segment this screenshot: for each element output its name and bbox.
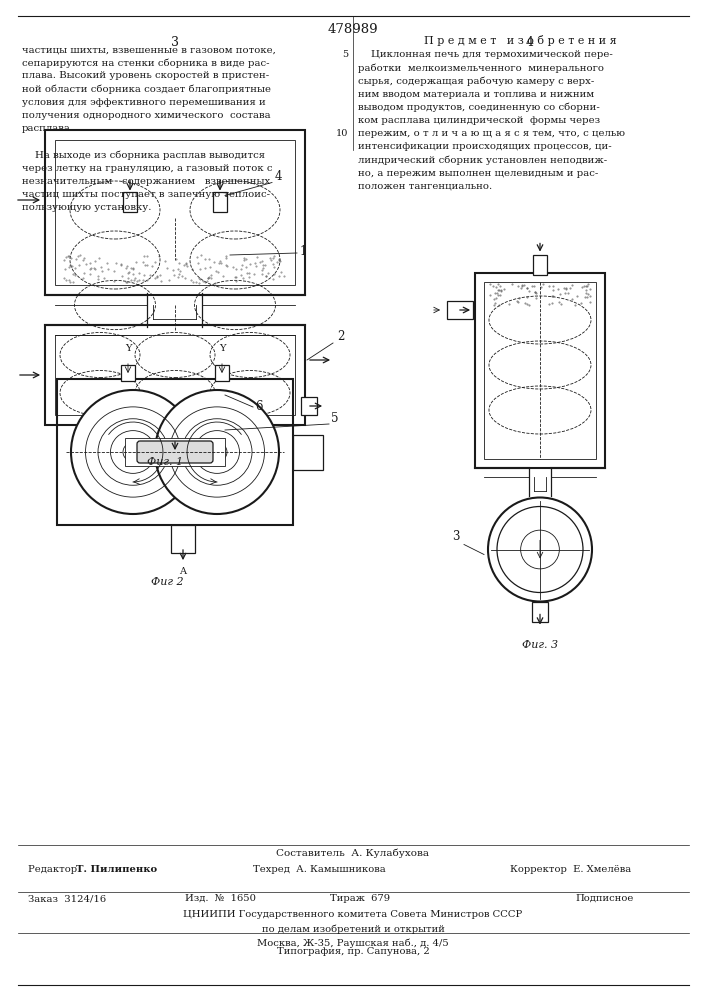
Text: условия для эффективного перемешивания и: условия для эффективного перемешивания и [22,98,266,107]
Bar [213,192,227,212]
Bar [293,434,323,470]
Text: 5: 5 [331,412,339,425]
Text: положен тангенциально.: положен тангенциально. [358,182,492,191]
Text: сепарируются на стенки сборника в виде рас-: сепарируются на стенки сборника в виде р… [22,58,269,68]
Text: Фиг 2: Фиг 2 [151,577,183,587]
Text: 478989: 478989 [327,23,378,36]
Bar [55,335,295,415]
Bar [171,525,195,553]
Text: Редактор: Редактор [28,865,81,874]
Bar [121,365,135,381]
Text: незначительным   содержанием   взвешенных: незначительным содержанием взвешенных [22,177,270,186]
Bar [57,379,293,525]
Ellipse shape [71,390,195,514]
Bar [45,130,305,295]
Text: 10: 10 [336,129,348,138]
Text: но, а пережим выполнен щелевидным и рас-: но, а пережим выполнен щелевидным и рас- [358,169,598,178]
Text: Циклонная печь для термохимической пере-: Циклонная печь для термохимической пере- [358,50,613,59]
Text: плава. Высокий уровень скоростей в пристен-: плава. Высокий уровень скоростей в прист… [22,71,269,80]
FancyBboxPatch shape [137,441,213,463]
Text: линдрический сборник установлен неподвиж-: линдрический сборник установлен неподвиж… [358,156,607,165]
Bar [532,601,548,621]
Text: пережим, о т л и ч а ю щ а я с я тем, что, с целью: пережим, о т л и ч а ю щ а я с я тем, чт… [358,129,625,138]
Text: 6: 6 [255,400,262,413]
Ellipse shape [155,390,279,514]
Text: через летку на грануляцию, а газовый поток с: через летку на грануляцию, а газовый пот… [22,164,272,173]
Text: 2: 2 [337,330,344,343]
Text: П р е д м е т   и з о б р е т е н и я: П р е д м е т и з о б р е т е н и я [423,35,617,46]
Text: 3: 3 [171,36,179,49]
Text: ной области сборника создает благоприятные: ной области сборника создает благоприятн… [22,85,271,94]
Circle shape [488,497,592,601]
Bar [55,140,295,285]
Text: Фиг. 1: Фиг. 1 [147,457,183,467]
Text: пользующую установку.: пользующую установку. [22,203,151,212]
Text: частицы шихты, взвешенные в газовом потоке,: частицы шихты, взвешенные в газовом пото… [22,45,276,54]
Text: ком расплава цилиндрической  формы через: ком расплава цилиндрической формы через [358,116,600,125]
Text: Заказ  3124/16: Заказ 3124/16 [28,894,106,903]
Text: интенсификации происходящих процессов, ци-: интенсификации происходящих процессов, ц… [358,142,612,151]
Bar [475,272,605,468]
Text: по делам изобретений и открытий: по делам изобретений и открытий [262,924,445,934]
Text: Составитель  А. Кулабухова: Составитель А. Кулабухова [276,848,429,857]
Bar [123,192,137,212]
Text: ЦНИИПИ Государственного комитета Совета Министров СССР: ЦНИИПИ Государственного комитета Совета … [183,910,522,919]
Text: выводом продуктов, соединенную со сборни-: выводом продуктов, соединенную со сборни… [358,103,600,112]
Bar [301,397,317,415]
Bar [215,365,229,381]
Text: расплава.: расплава. [22,124,74,133]
Text: 5: 5 [342,50,348,59]
Bar [168,425,182,445]
Text: Типография, пр. Сапунова, 2: Типография, пр. Сапунова, 2 [276,947,429,956]
Text: Фиг. 3: Фиг. 3 [522,640,558,650]
Text: 4: 4 [275,169,283,182]
Bar [533,254,547,274]
Text: Y: Y [124,344,132,353]
Bar [45,325,305,425]
Bar [125,438,225,466]
Text: 3: 3 [452,530,460,542]
Text: частиц шихты поступает в запечную теплоис-: частиц шихты поступает в запечную теплои… [22,190,270,199]
Bar [484,282,596,458]
Text: Техред  А. Камышникова: Техред А. Камышникова [253,865,386,874]
Text: 1: 1 [300,245,308,258]
Text: Тираж  679: Тираж 679 [330,894,390,903]
Text: На выходе из сборника расплав выводится: На выходе из сборника расплав выводится [22,151,265,160]
Text: Y: Y [218,344,226,353]
Text: Москва, Ж-35, Раушская наб., д. 4/5: Москва, Ж-35, Раушская наб., д. 4/5 [257,938,449,948]
Text: работки  мелкоизмельченного  минерального: работки мелкоизмельченного минерального [358,63,604,73]
Text: 4: 4 [526,36,534,49]
Text: Корректор  Е. Хмелёва: Корректор Е. Хмелёва [510,865,631,874]
Bar [447,301,473,319]
Text: A: A [180,567,187,576]
Text: Подписное: Подписное [575,894,633,903]
Text: Изд.  №  1650: Изд. № 1650 [185,894,256,903]
Text: получения однородного химического  состава: получения однородного химического состав… [22,111,271,120]
Text: ним вводом материала и топлива и нижним: ним вводом материала и топлива и нижним [358,90,594,99]
Text: сырья, содержащая рабочую камеру с верх-: сырья, содержащая рабочую камеру с верх- [358,76,595,86]
Text: Т. Пилипенко: Т. Пилипенко [76,865,157,874]
